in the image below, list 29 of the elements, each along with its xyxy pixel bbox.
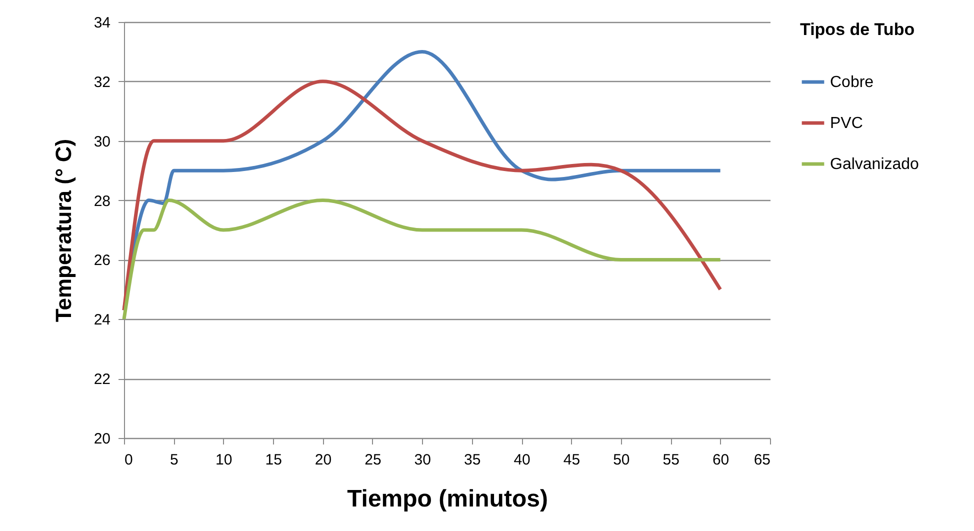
x-tick-label: 45 xyxy=(563,452,580,468)
x-tick-label: 65 xyxy=(754,452,770,468)
x-tick-label: 40 xyxy=(514,452,530,468)
x-tick-label: 50 xyxy=(613,452,630,468)
legend-title: Tipos de Tubo xyxy=(800,20,915,39)
x-tick-label: 30 xyxy=(414,452,431,468)
x-tick-label: 0 xyxy=(124,452,133,468)
line-series xyxy=(122,198,722,321)
x-tick-label: 35 xyxy=(464,452,481,468)
x-tick-label: 15 xyxy=(265,452,282,468)
x-tick-label: 10 xyxy=(216,452,232,468)
legend-label: Galvanizado xyxy=(830,156,920,173)
y-tick-label: 28 xyxy=(94,192,110,210)
y-tick-label: 34 xyxy=(94,14,110,32)
y-tick-label: 26 xyxy=(94,252,110,270)
y-tick-label: 22 xyxy=(94,371,110,388)
x-tick-label: 55 xyxy=(662,452,680,468)
y-tick-label: 30 xyxy=(94,133,110,150)
y-axis-title: Temperatura (° C) xyxy=(50,138,76,322)
x-tick-label: 20 xyxy=(314,452,332,468)
y-tick-label: 24 xyxy=(94,312,110,329)
x-tick-label: 5 xyxy=(170,452,178,468)
y-tick-label: 32 xyxy=(94,74,110,91)
legend-label: PVC xyxy=(830,115,863,132)
legend-label: Cobre xyxy=(830,74,874,91)
x-axis-title: Tiempo (minutos) xyxy=(347,486,548,512)
x-tick-label: 60 xyxy=(712,452,730,468)
y-tick-label: 20 xyxy=(94,430,110,448)
x-tick-label: 25 xyxy=(364,452,382,468)
